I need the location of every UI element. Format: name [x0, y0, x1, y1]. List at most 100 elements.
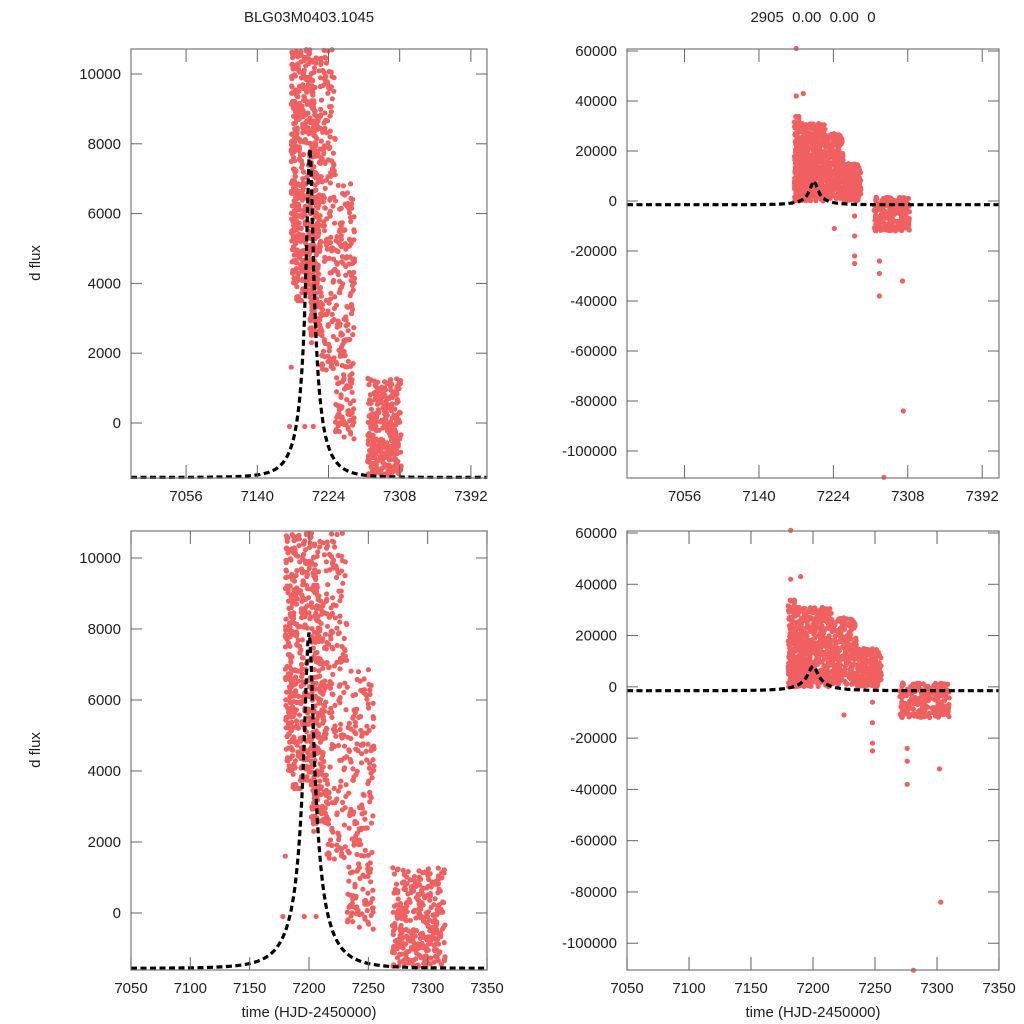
data-point	[434, 955, 440, 961]
data-point	[331, 539, 337, 545]
data-point	[298, 207, 304, 213]
data-point	[333, 798, 339, 805]
data-point	[390, 928, 397, 934]
data-point	[343, 707, 349, 713]
x-tick-label: 7392	[965, 488, 998, 505]
data-point	[441, 900, 447, 906]
data-point	[302, 558, 308, 564]
data-point	[300, 578, 306, 584]
data-point	[817, 144, 823, 150]
data-point	[337, 726, 343, 733]
data-point	[316, 668, 322, 674]
data-point	[393, 464, 399, 470]
y-tick-label: -60000	[570, 343, 617, 360]
data-point	[307, 249, 313, 255]
data-point	[326, 255, 332, 261]
data-point	[326, 790, 332, 796]
data-point	[320, 366, 326, 372]
data-point	[383, 398, 389, 404]
data-point	[295, 589, 301, 596]
data-point	[319, 156, 325, 162]
data-point	[365, 873, 371, 879]
data-point	[356, 714, 362, 721]
data-point	[308, 530, 314, 537]
data-point	[321, 702, 327, 708]
data-point	[294, 585, 300, 591]
data-point	[390, 865, 396, 871]
data-point	[314, 618, 320, 624]
data-point	[393, 456, 399, 462]
data-point	[323, 559, 329, 565]
outlier-point	[852, 233, 858, 239]
data-point	[296, 294, 302, 300]
data-point	[415, 897, 421, 903]
data-point	[432, 896, 438, 902]
data-point	[302, 538, 308, 544]
data-point	[333, 238, 339, 244]
data-point	[285, 550, 291, 556]
data-point	[322, 631, 329, 637]
title-left: BLG03M0403.1045	[244, 9, 374, 26]
data-point	[390, 909, 396, 915]
data-point	[316, 712, 322, 718]
data-point	[329, 47, 335, 53]
data-point	[335, 248, 341, 255]
data-point	[331, 75, 337, 81]
data-point	[351, 406, 357, 412]
data-point	[379, 388, 385, 394]
data-point	[324, 216, 330, 222]
data-point	[404, 949, 410, 955]
data-point	[316, 202, 322, 208]
data-point	[324, 659, 330, 666]
data-point	[800, 166, 807, 172]
data-point	[850, 655, 856, 661]
data-point	[348, 668, 354, 674]
data-point	[317, 544, 323, 550]
data-point	[387, 467, 393, 474]
data-point	[812, 626, 818, 632]
data-point	[397, 419, 403, 425]
data-point	[320, 752, 326, 758]
data-point	[324, 241, 330, 247]
data-point	[319, 328, 325, 334]
data-point	[289, 628, 296, 635]
data-point	[431, 902, 437, 908]
data-point	[788, 658, 794, 664]
data-point	[373, 395, 379, 401]
data-point	[344, 919, 351, 925]
data-point	[806, 158, 813, 164]
data-point	[365, 890, 371, 896]
data-point	[296, 712, 303, 718]
data-point	[307, 316, 313, 322]
data-point	[795, 647, 801, 653]
data-point	[413, 928, 419, 934]
data-point	[300, 125, 306, 131]
data-point	[857, 191, 863, 197]
data-point	[294, 127, 300, 133]
data-point	[433, 947, 439, 953]
data-point	[337, 613, 343, 619]
data-points	[791, 113, 913, 234]
data-point	[300, 261, 306, 268]
data-point	[368, 406, 374, 412]
data-point	[409, 887, 415, 894]
data-point	[441, 940, 447, 946]
data-point	[309, 604, 315, 610]
data-point	[337, 598, 343, 604]
data-point	[297, 559, 303, 565]
x-tick-label: 7350	[470, 980, 503, 997]
data-point	[814, 613, 820, 620]
data-point	[825, 187, 832, 193]
data-point	[344, 684, 350, 690]
data-point	[804, 163, 810, 170]
data-point	[316, 222, 322, 228]
data-point	[395, 890, 401, 896]
data-point	[326, 641, 332, 647]
data-point	[372, 382, 378, 388]
data-point	[289, 84, 295, 90]
data-point	[319, 680, 325, 686]
data-point	[365, 667, 371, 673]
data-point	[394, 913, 400, 920]
data-point	[396, 380, 402, 386]
data-point	[320, 665, 326, 671]
